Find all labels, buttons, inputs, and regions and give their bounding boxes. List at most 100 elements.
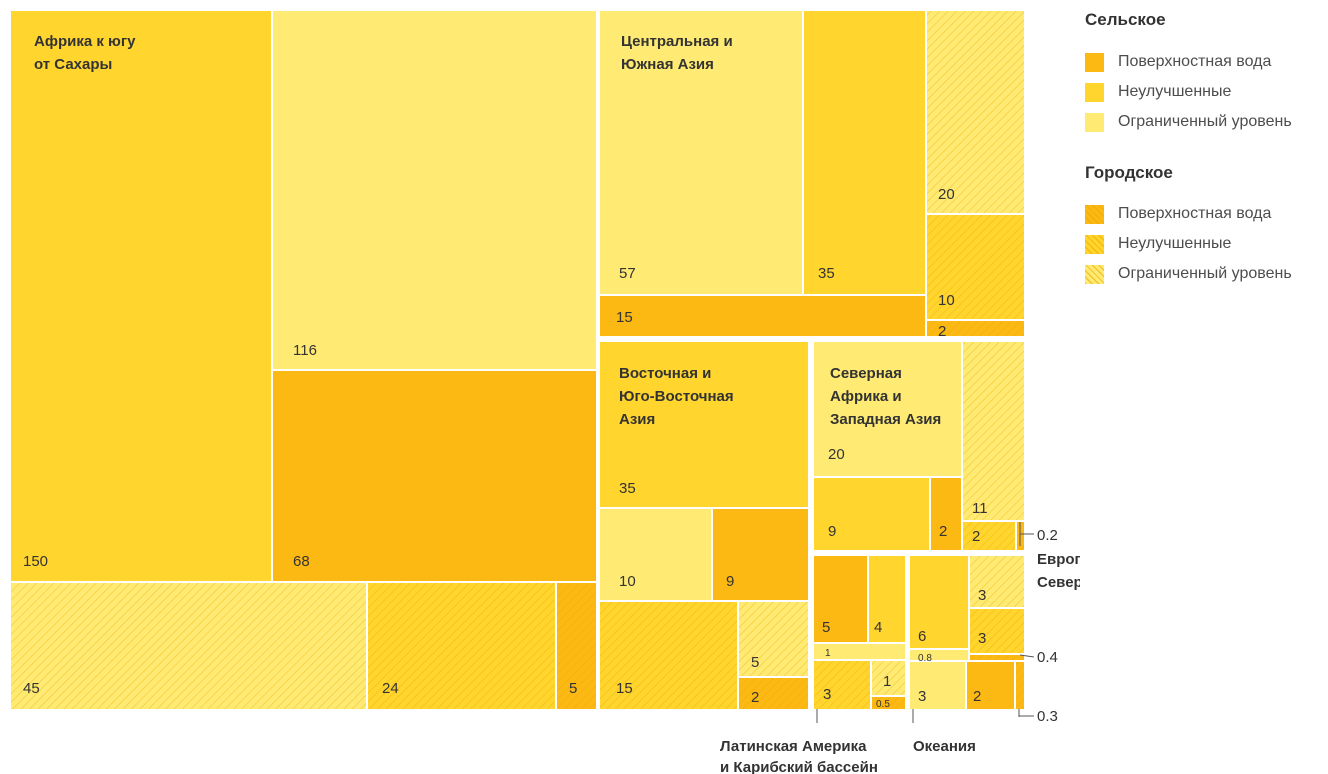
- callout-value: 0.2: [1037, 527, 1058, 544]
- tile-hatch: [872, 661, 905, 695]
- legend-swatch-hatched: [1085, 235, 1104, 254]
- value-label: 5: [751, 654, 759, 671]
- value-label: 3: [978, 587, 986, 604]
- tile-hatch: [963, 522, 1015, 550]
- tile-rural-limited: [910, 650, 968, 660]
- value-label: 10: [619, 573, 636, 590]
- region-title: Африка к югу: [34, 33, 136, 50]
- region-title: Южная Азия: [621, 56, 714, 73]
- value-label: 9: [726, 573, 734, 590]
- value-label: 35: [619, 480, 636, 497]
- tile-rural-surface-water: [814, 556, 867, 642]
- tile-rural-unimproved: [910, 556, 968, 648]
- tile-rural-surface-water: [713, 509, 808, 600]
- tile-rural-surface-water: [273, 371, 596, 581]
- tile-hatch: [970, 655, 1024, 660]
- region-title: Азия: [619, 411, 655, 428]
- tile-hatch: [872, 697, 905, 709]
- region-title-external: и Карибский бассейн: [720, 759, 878, 774]
- callout-value: 0.3: [1037, 708, 1058, 725]
- tile-rural-limited: [600, 11, 802, 294]
- value-label: 45: [23, 680, 40, 697]
- region-title-external: Европа и: [1037, 551, 1080, 568]
- tile-hatch: [927, 11, 1024, 213]
- tile-rural-surface-water: [931, 478, 961, 550]
- region-title: от Сахары: [34, 56, 112, 73]
- value-label: 2: [751, 689, 759, 706]
- tile-hatch: [1016, 662, 1024, 709]
- tile-rural-unimproved: [600, 342, 808, 507]
- value-label: 1: [825, 648, 831, 659]
- tile-rural-limited: [910, 662, 965, 709]
- value-label: 68: [293, 553, 310, 570]
- value-label: 150: [23, 553, 48, 570]
- value-label: 3: [978, 630, 986, 647]
- region-title: Западная Азия: [830, 411, 941, 428]
- tile-hatch: [927, 215, 1024, 319]
- value-label: 2: [939, 523, 947, 540]
- value-label: 4: [874, 619, 882, 636]
- tile-rural-unimproved: [814, 478, 929, 550]
- tile-rural-limited: [814, 644, 905, 659]
- tile-rural-unimproved: [804, 11, 925, 294]
- region-title: Юго-Восточная: [619, 388, 734, 405]
- value-label: 0.5: [876, 699, 890, 710]
- tile-hatch: [368, 583, 555, 709]
- region-title-external: Латинская Америка: [720, 738, 867, 755]
- tile-hatch: [11, 583, 366, 709]
- value-label: 2: [972, 528, 980, 545]
- region-title: Центральная и: [621, 33, 733, 50]
- value-label: 20: [828, 446, 845, 463]
- value-label: 0.8: [918, 653, 932, 664]
- legend-urban-title: Городское: [1085, 163, 1173, 182]
- value-label: 15: [616, 309, 633, 326]
- tile-hatch: [814, 661, 870, 709]
- region-title-external: Северная Америка: [1037, 574, 1080, 591]
- value-label: 6: [918, 628, 926, 645]
- callout-line: [1019, 654, 1035, 658]
- value-label: 3: [918, 688, 926, 705]
- region-title-external: Океания: [913, 738, 976, 755]
- value-label: 2: [938, 323, 946, 340]
- tile-rural-surface-water: [600, 296, 925, 336]
- tile-hatch: [963, 342, 1024, 520]
- tile-rural-unimproved: [11, 11, 271, 581]
- legend-rural-title: Сельское: [1085, 10, 1166, 29]
- callout-value: 0.4: [1037, 649, 1058, 666]
- value-label: 9: [828, 523, 836, 540]
- value-label: 3: [823, 686, 831, 703]
- value-label: 1: [883, 673, 891, 690]
- region-title: Африка и: [830, 388, 902, 405]
- value-label: 11: [972, 500, 988, 517]
- value-label: 5: [569, 680, 577, 697]
- value-label: 15: [616, 680, 633, 697]
- region-title: Восточная и: [619, 365, 711, 382]
- tile-hatch: [970, 556, 1024, 607]
- legend-swatch: [1085, 53, 1104, 72]
- legend-swatch: [1085, 113, 1104, 132]
- tile-rural-limited: [273, 11, 596, 369]
- tile-rural-limited: [814, 342, 961, 476]
- value-label: 116: [293, 342, 317, 359]
- value-label: 2: [973, 688, 981, 705]
- tile-hatch: [970, 609, 1024, 653]
- tile-hatch: [739, 602, 808, 676]
- legend-swatch: [1085, 83, 1104, 102]
- tile-hatch: [600, 602, 737, 709]
- value-label: 20: [938, 186, 955, 203]
- region-title: Северная: [830, 365, 902, 382]
- tile-hatch: [557, 583, 596, 709]
- legend-swatch-hatched: [1085, 265, 1104, 284]
- value-label: 35: [818, 265, 835, 282]
- tile-hatch: [927, 321, 1024, 336]
- value-label: 57: [619, 265, 636, 282]
- value-label: 5: [822, 619, 830, 636]
- value-label: 24: [382, 680, 399, 697]
- tile-rural-surface-water: [967, 662, 1014, 709]
- tile-rural-limited: [600, 509, 711, 600]
- tile-rural-unimproved: [869, 556, 905, 642]
- tile-hatch: [739, 678, 808, 709]
- legend-swatch-hatched: [1085, 205, 1104, 224]
- value-label: 10: [938, 292, 955, 309]
